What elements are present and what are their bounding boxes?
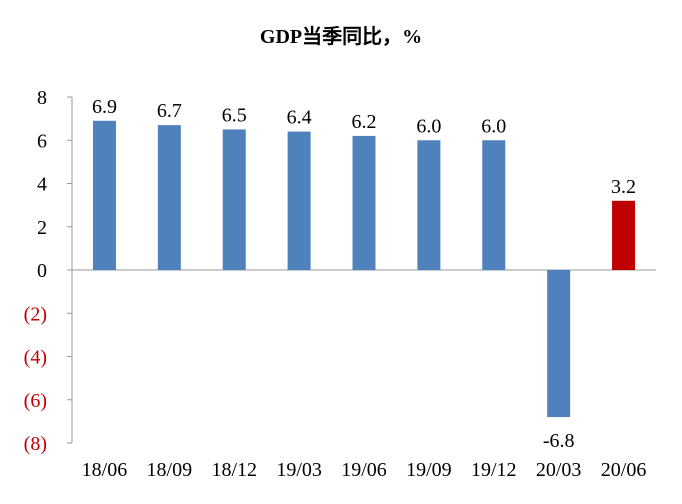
data-label: 6.7 bbox=[157, 100, 182, 122]
bar-18-12 bbox=[222, 129, 246, 270]
y-tick-label: (2) bbox=[24, 303, 47, 325]
y-tick-label: 2 bbox=[37, 217, 47, 239]
y-tick-label: 6 bbox=[37, 130, 47, 152]
bar-20-03 bbox=[547, 270, 571, 418]
data-label: 3.2 bbox=[611, 176, 636, 198]
x-tick-label: 19/12 bbox=[471, 459, 517, 481]
bar-19-03 bbox=[287, 131, 311, 270]
bar-20-06 bbox=[612, 200, 636, 270]
x-tick-label: 19/06 bbox=[341, 459, 387, 481]
x-tick-label: 20/06 bbox=[601, 459, 647, 481]
y-tick-label: 0 bbox=[37, 260, 47, 282]
x-tick-label: 19/09 bbox=[406, 459, 452, 481]
x-tick-label: 18/06 bbox=[82, 459, 128, 481]
y-axis-ticks: 8 6 4 2 0 (2) (4) (6) (8) bbox=[24, 87, 72, 455]
bar-19-06 bbox=[352, 135, 376, 270]
x-tick-label: 19/03 bbox=[276, 459, 322, 481]
bar-18-06 bbox=[92, 120, 116, 270]
data-label: 6.0 bbox=[416, 115, 441, 137]
bars-group bbox=[92, 120, 636, 418]
x-tick-label: 18/09 bbox=[147, 459, 193, 481]
chart-title: GDP当季同比，% bbox=[259, 26, 423, 48]
data-label: -6.8 bbox=[543, 430, 575, 452]
y-tick-label: 8 bbox=[37, 87, 47, 109]
y-tick-label: (6) bbox=[24, 390, 47, 412]
y-tick-label: (8) bbox=[24, 433, 47, 455]
data-label: 6.4 bbox=[287, 107, 312, 129]
x-axis-labels: 18/06 18/09 18/12 19/03 19/06 19/09 19/12 20/03… bbox=[82, 459, 647, 481]
data-label: 6.2 bbox=[352, 111, 377, 133]
data-label: 6.9 bbox=[92, 96, 117, 118]
bar-19-09 bbox=[417, 140, 441, 270]
y-tick-label: (4) bbox=[24, 347, 47, 369]
data-labels-group: 6.9 6.7 6.5 6.4 6.2 6.0 6.0 -6.8 3.2 bbox=[92, 96, 636, 452]
x-tick-label: 18/12 bbox=[211, 459, 257, 481]
y-tick-label: 4 bbox=[37, 174, 47, 196]
data-label: 6.0 bbox=[481, 115, 506, 137]
bar-18-09 bbox=[157, 125, 181, 270]
x-tick-label: 20/03 bbox=[536, 459, 582, 481]
bar-19-12 bbox=[482, 140, 506, 270]
data-label: 6.5 bbox=[222, 104, 247, 126]
